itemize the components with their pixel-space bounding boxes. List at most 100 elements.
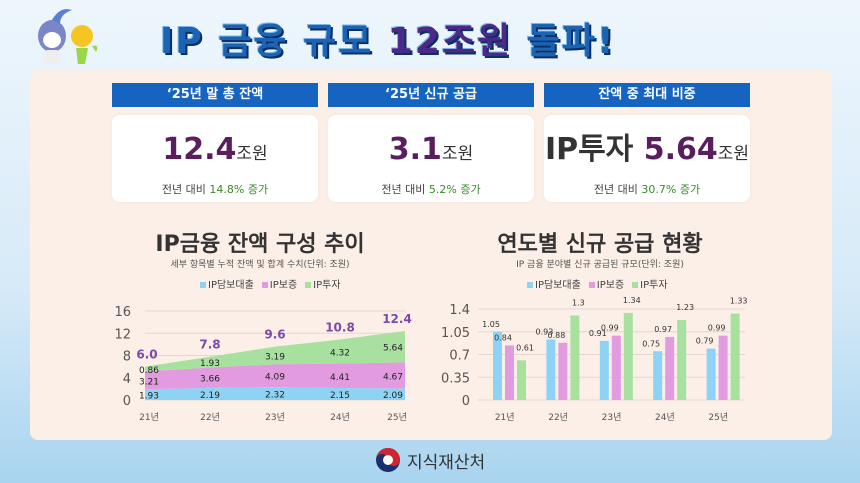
data-label: 0.97 bbox=[654, 325, 672, 334]
y-tick-label: 1.4 bbox=[449, 303, 470, 318]
data-label: 2.32 bbox=[265, 391, 285, 401]
data-label: 0.99 bbox=[708, 324, 726, 333]
total-label: 12.4 bbox=[382, 312, 412, 326]
card-largest: IP투자 5.64조원 전년 대비 30.7% 증가 bbox=[544, 115, 750, 202]
data-label: 0.91 bbox=[589, 329, 607, 338]
org-name: 지식재산처 bbox=[407, 452, 486, 473]
chart2-legend: IP담보대출 IP보증 IP투자 bbox=[527, 276, 668, 291]
bar-IP담보대출 bbox=[493, 331, 502, 400]
card-unit: 조원 bbox=[441, 144, 474, 164]
data-label: 3.66 bbox=[200, 375, 220, 385]
card-change: 14.8% 증가 bbox=[209, 183, 269, 196]
y-tick-label: 0 bbox=[462, 394, 470, 409]
card-change: 30.7% 증가 bbox=[641, 183, 701, 196]
y-tick-label: 0.7 bbox=[449, 349, 470, 364]
card-prefix: IP투자 bbox=[544, 132, 644, 167]
data-label: 0.88 bbox=[547, 331, 565, 340]
total-label: 6.0 bbox=[136, 348, 157, 362]
card-value: 12.4 bbox=[162, 132, 237, 167]
data-label: 0.99 bbox=[601, 324, 619, 333]
data-label: 4.41 bbox=[330, 373, 350, 383]
bar-IP투자 bbox=[677, 320, 687, 400]
card-value: 3.1 bbox=[388, 132, 442, 167]
x-tick-label: 21년 bbox=[495, 412, 515, 423]
y-tick-label: 0 bbox=[123, 394, 131, 409]
footer-logo: 지식재산처 bbox=[375, 447, 485, 473]
data-label: 2.09 bbox=[383, 391, 403, 401]
mascot-illustration bbox=[30, 6, 120, 70]
y-tick-label: 12 bbox=[114, 327, 131, 342]
data-label: 1.93 bbox=[139, 392, 159, 402]
y-tick-label: 16 bbox=[114, 305, 131, 320]
bar-IP보증 bbox=[558, 342, 568, 400]
bar-IP담보대출 bbox=[706, 348, 716, 400]
data-label: 4.67 bbox=[383, 372, 403, 382]
data-label: 3.21 bbox=[139, 377, 159, 387]
data-label: 1.05 bbox=[482, 320, 500, 329]
legend-item: IP보증 bbox=[261, 276, 297, 291]
x-tick-label: 22년 bbox=[200, 412, 220, 423]
data-label: 5.64 bbox=[383, 344, 403, 354]
title-text: IP 금융 규모 bbox=[160, 21, 388, 62]
data-label: 2.19 bbox=[200, 391, 220, 401]
bar-IP투자 bbox=[623, 312, 633, 400]
bar-IP투자 bbox=[570, 315, 580, 400]
total-label: 9.6 bbox=[264, 328, 285, 342]
legend-item: IP투자 bbox=[632, 276, 668, 291]
card-unit: 조원 bbox=[717, 144, 750, 164]
data-label: 0.79 bbox=[696, 337, 714, 346]
card-compare: 전년 대비 bbox=[161, 183, 206, 196]
data-label: 1.93 bbox=[200, 359, 220, 369]
bar-IP보증 bbox=[718, 335, 728, 400]
legend-item: IP투자 bbox=[305, 276, 341, 291]
bar-IP담보대출 bbox=[653, 351, 663, 400]
x-tick-label: 22년 bbox=[548, 412, 568, 423]
x-tick-label: 24년 bbox=[330, 412, 350, 423]
data-label: 0.93 bbox=[535, 328, 553, 337]
card-total: 12.4조원 전년 대비 14.8% 증가 bbox=[112, 115, 318, 202]
card-header-largest: 잔액 중 최대 비중 bbox=[544, 83, 750, 107]
y-tick-label: 0.35 bbox=[441, 371, 470, 386]
y-tick-label: 8 bbox=[123, 350, 131, 365]
x-tick-label: 23년 bbox=[602, 412, 622, 423]
chart1-title: IP금융 잔액 구성 추이 bbox=[155, 232, 365, 257]
card-header-total: ‘25년 말 총 잔액 bbox=[112, 83, 318, 107]
data-label: 4.09 bbox=[265, 373, 285, 383]
card-change: 5.2% 증가 bbox=[428, 183, 481, 196]
chart2-title: 연도별 신규 공급 현황 bbox=[497, 232, 703, 257]
total-label: 10.8 bbox=[325, 320, 355, 334]
chart1-legend: IP담보대출 IP보증 IP투자 bbox=[200, 276, 341, 291]
card-value: 5.64 bbox=[643, 132, 718, 167]
total-label: 7.8 bbox=[199, 338, 220, 352]
area-IP담보대출 bbox=[145, 387, 405, 400]
title-text: 돌파! bbox=[512, 21, 616, 62]
bar-IP보증 bbox=[665, 336, 675, 400]
bar-IP보증 bbox=[611, 335, 621, 400]
x-tick-label: 25년 bbox=[708, 412, 728, 423]
data-label: 0.86 bbox=[139, 366, 159, 376]
data-label: 0.84 bbox=[494, 333, 512, 342]
x-tick-label: 21년 bbox=[139, 412, 159, 423]
card-compare: 전년 대비 bbox=[381, 183, 426, 196]
card-header-new: ‘25년 신규 공급 bbox=[328, 83, 534, 107]
x-tick-label: 23년 bbox=[265, 412, 285, 423]
y-tick-label: 4 bbox=[123, 372, 131, 387]
legend-label: IP투자 bbox=[640, 280, 668, 291]
data-label: 4.32 bbox=[330, 348, 350, 358]
area-IP보증 bbox=[145, 362, 405, 390]
card-new: 3.1조원 전년 대비 5.2% 증가 bbox=[328, 115, 534, 202]
data-label: 1.3 bbox=[572, 299, 585, 308]
bar-IP담보대출 bbox=[599, 340, 609, 400]
legend-label: IP투자 bbox=[313, 280, 341, 291]
legend-label: IP담보대출 bbox=[535, 280, 581, 291]
chart1-subtitle: 세부 항목별 누적 잔액 및 합계 수치(단위: 조원) bbox=[170, 260, 350, 270]
title-highlight: 12조원 bbox=[387, 21, 513, 62]
data-label: 3.19 bbox=[265, 352, 285, 362]
legend-item: IP담보대출 bbox=[200, 276, 254, 291]
bar-IP담보대출 bbox=[546, 339, 556, 400]
legend-label: IP담보대출 bbox=[208, 280, 254, 291]
bar-IP투자 bbox=[517, 360, 526, 400]
data-label: 1.33 bbox=[730, 297, 748, 306]
x-tick-label: 25년 bbox=[387, 412, 407, 423]
data-label: 2.15 bbox=[330, 391, 350, 401]
